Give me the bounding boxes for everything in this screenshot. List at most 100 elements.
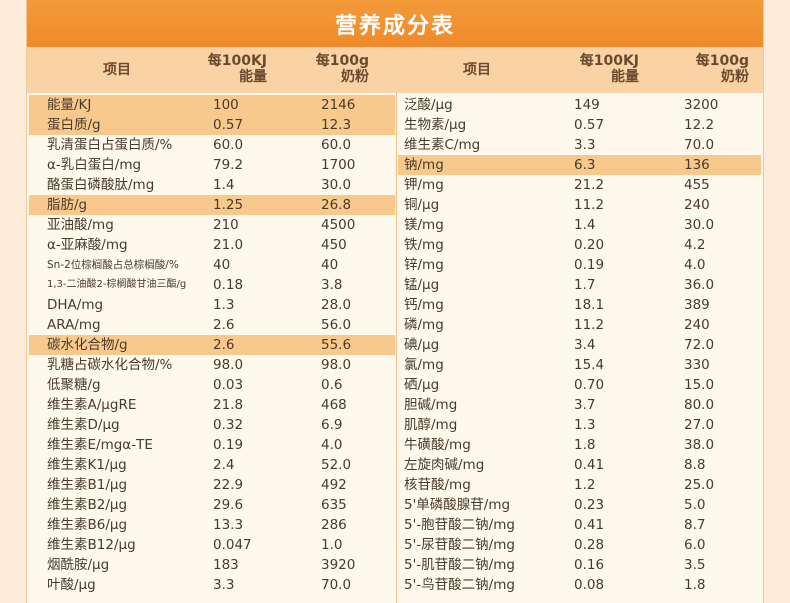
table-row: 维生素B2/μg 29.6 635	[29, 495, 395, 515]
value-per-100g: 635	[321, 497, 347, 513]
table-row: 维生素A/μgRE 21.8 468	[29, 395, 395, 415]
nutrient-name: 钾/mg	[404, 177, 444, 193]
value-per-100g: 80.0	[684, 397, 715, 413]
header-row: 项目 每100KJ 能量 每100g 奶粉 项目 每100KJ 能量 每100g…	[27, 47, 763, 93]
value-per-100kj: 0.32	[213, 417, 244, 433]
value-per-100g: 40	[321, 257, 339, 273]
table-row: 1,3-二油酸2-棕榈酸甘油三酯/g 0.18 3.8	[29, 275, 395, 295]
value-per-100kj: 0.08	[574, 577, 605, 593]
table-row: 硒/μg 0.70 15.0	[398, 375, 761, 395]
value-per-100g: 330	[684, 357, 710, 373]
value-per-100kj: 183	[213, 557, 239, 573]
value-per-100kj: 1.8	[574, 437, 596, 453]
table-row: 5'-鸟苷酸二钠/mg 0.08 1.8	[398, 575, 761, 595]
value-per-100kj: 0.19	[574, 257, 605, 273]
value-per-100kj: 1.4	[213, 177, 235, 193]
table-row: ARA/mg 2.6 56.0	[29, 315, 395, 335]
table-row: 碳水化合物/g 2.6 55.6	[29, 335, 395, 355]
table-row: 5'-肌苷酸二钠/mg 0.16 3.5	[398, 555, 761, 575]
table-row: 脂肪/g 1.25 26.8	[29, 195, 395, 215]
value-per-100g: 72.0	[684, 337, 715, 353]
nutrient-name: 5'-胞苷酸二钠/mg	[404, 517, 515, 533]
value-per-100kj: 0.41	[574, 457, 605, 473]
table-row: 亚油酸/mg 210 4500	[29, 215, 395, 235]
table-row: 乳清蛋白占蛋白质/% 60.0 60.0	[29, 135, 395, 155]
value-per-100g: 70.0	[321, 577, 352, 593]
value-per-100kj: 0.19	[213, 437, 244, 453]
value-per-100g: 25.0	[684, 477, 715, 493]
table-row: 氯/mg 15.4 330	[398, 355, 761, 375]
value-per-100kj: 1.3	[213, 297, 235, 313]
table-row: 维生素E/mgα-TE 0.19 4.0	[29, 435, 395, 455]
table-row: 叶酸/μg 3.3 70.0	[29, 575, 395, 595]
nutrient-name: 维生素B1/μg	[47, 477, 128, 493]
nutrient-name: 5'-鸟苷酸二钠/mg	[404, 577, 515, 593]
value-per-100kj: 98.0	[213, 357, 244, 373]
nutrient-name: 胆碱/mg	[404, 397, 458, 413]
table-row: 维生素K1/μg 2.4 52.0	[29, 455, 395, 475]
value-per-100kj: 2.4	[213, 457, 235, 473]
value-per-100kj: 1.2	[574, 477, 596, 493]
nutrient-name: 酪蛋白磷酸肽/mg	[47, 177, 155, 193]
nutrient-name: 磷/mg	[404, 317, 444, 333]
title-bar: 营养成分表	[27, 0, 763, 47]
value-per-100g: 55.6	[321, 337, 352, 353]
table-row: 5'-胞苷酸二钠/mg 0.41 8.7	[398, 515, 761, 535]
value-per-100g: 1.8	[684, 577, 706, 593]
value-per-100kj: 0.70	[574, 377, 605, 393]
value-per-100kj: 11.2	[574, 197, 605, 213]
value-per-100g: 4500	[321, 217, 356, 233]
value-per-100g: 4.0	[321, 437, 343, 453]
value-per-100kj: 2.6	[213, 337, 235, 353]
value-per-100kj: 1.25	[213, 197, 244, 213]
value-per-100kj: 2.6	[213, 317, 235, 333]
header-per-g-left: 每100g 奶粉	[315, 53, 369, 85]
value-per-100g: 240	[684, 197, 710, 213]
nutrient-name: 乳糖占碳水化合物/%	[47, 357, 173, 373]
nutrient-name: 维生素C/mg	[404, 137, 481, 153]
table-row: 维生素B6/μg 13.3 286	[29, 515, 395, 535]
table-row: 铁/mg 0.20 4.2	[398, 235, 761, 255]
table-row: 5'单磷酸腺苷/mg 0.23 5.0	[398, 495, 761, 515]
value-per-100kj: 21.2	[574, 177, 605, 193]
value-per-100g: 4.0	[684, 257, 706, 273]
table-row: 钾/mg 21.2 455	[398, 175, 761, 195]
table-row: α-亚麻酸/mg 21.0 450	[29, 235, 395, 255]
value-per-100g: 15.0	[684, 377, 715, 393]
value-per-100g: 2146	[321, 97, 356, 113]
value-per-100kj: 100	[213, 97, 239, 113]
value-per-100kj: 21.0	[213, 237, 244, 253]
header-per-g-right: 每100g 奶粉	[695, 53, 749, 85]
value-per-100kj: 0.03	[213, 377, 244, 393]
table-row: 酪蛋白磷酸肽/mg 1.4 30.0	[29, 175, 395, 195]
value-per-100g: 0.6	[321, 377, 343, 393]
value-per-100g: 3920	[321, 557, 356, 573]
value-per-100kj: 15.4	[574, 357, 605, 373]
table-row: 蛋白质/g 0.57 12.3	[29, 115, 395, 135]
value-per-100g: 4.2	[684, 237, 706, 253]
nutrient-name: 5'-尿苷酸二钠/mg	[404, 537, 515, 553]
table-row: 低聚糖/g 0.03 0.6	[29, 375, 395, 395]
table-row: 碘/μg 3.4 72.0	[398, 335, 761, 355]
value-per-100g: 12.3	[321, 117, 352, 133]
value-per-100g: 468	[321, 397, 347, 413]
table-row: 生物素/μg 0.57 12.2	[398, 115, 761, 135]
nutrient-name: 蛋白质/g	[47, 117, 101, 133]
value-per-100kj: 0.20	[574, 237, 605, 253]
table-row: 胆碱/mg 3.7 80.0	[398, 395, 761, 415]
table-row: 维生素C/mg 3.3 70.0	[398, 135, 761, 155]
nutrient-name: 钠/mg	[404, 157, 444, 173]
value-per-100g: 98.0	[321, 357, 352, 373]
value-per-100kj: 1.4	[574, 217, 596, 233]
value-per-100kj: 3.4	[574, 337, 596, 353]
value-per-100kj: 3.7	[574, 397, 596, 413]
value-per-100kj: 0.18	[213, 277, 244, 293]
value-per-100g: 26.8	[321, 197, 352, 213]
table-row: 牛磺酸/mg 1.8 38.0	[398, 435, 761, 455]
value-per-100g: 30.0	[321, 177, 352, 193]
header-item-left: 项目	[103, 62, 131, 78]
value-per-100kj: 11.2	[574, 317, 605, 333]
header-item-right: 项目	[463, 62, 491, 78]
nutrient-name: 铁/mg	[404, 237, 444, 253]
nutrient-name: 泛酸/μg	[404, 97, 453, 113]
